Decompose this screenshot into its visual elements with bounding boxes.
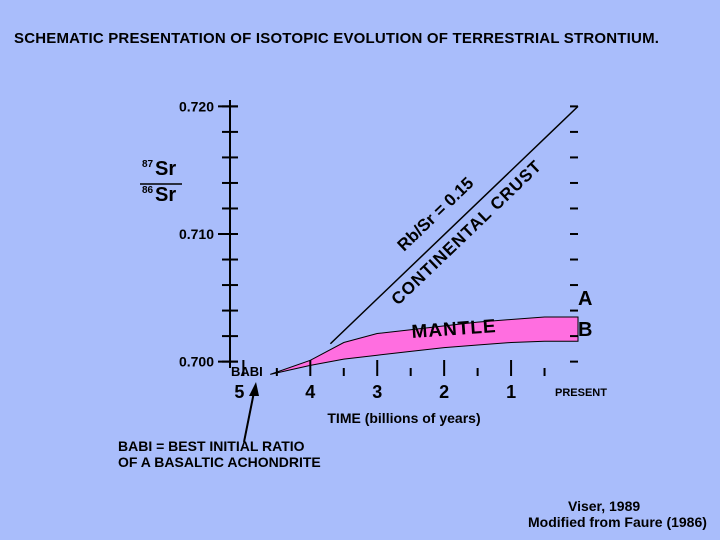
y-label-top-sup: 87 [142, 159, 154, 170]
source-credit: Viser, 1989 Modified from Faure (1986) [528, 498, 714, 530]
x-tick-label: 3 [372, 382, 382, 402]
x-tick-label-present: PRESENT [555, 387, 607, 399]
x-axis-label: TIME (billions of years) [327, 410, 480, 426]
babi-label: BABI [231, 364, 263, 379]
label-a: A [578, 288, 592, 310]
y-tick-label: 0.700 [179, 354, 214, 370]
babi-footnote: BABI = BEST INITIAL RATIO OF A BASALTIC … [118, 438, 321, 470]
footnote-line-1: BABI = BEST INITIAL RATIO [118, 438, 305, 454]
y-label-bottom: Sr [155, 184, 176, 206]
y-tick-label: 0.710 [179, 226, 214, 242]
x-tick-label: 4 [305, 382, 315, 402]
y-label-bottom-sup: 86 [142, 185, 154, 196]
y-label-top: Sr [155, 158, 176, 180]
crust-line [329, 105, 579, 345]
credit-line-2: Modified from Faure (1986) [528, 514, 707, 530]
x-tick-label: 2 [439, 382, 449, 402]
footnote-line-2: OF A BASALTIC ACHONDRITE [118, 454, 321, 470]
babi-arrow-head [249, 382, 259, 396]
credit-line-1: Viser, 1989 [568, 498, 641, 514]
babi-arrow-shaft [243, 391, 255, 443]
y-tick-label: 0.720 [179, 98, 214, 114]
x-tick-label: 1 [506, 382, 516, 402]
mantle-band [270, 316, 579, 375]
label-b: B [578, 319, 592, 341]
page-title: SCHEMATIC PRESENTATION OF ISOTOPIC EVOLU… [14, 30, 660, 47]
x-tick-label: 5 [234, 382, 244, 402]
